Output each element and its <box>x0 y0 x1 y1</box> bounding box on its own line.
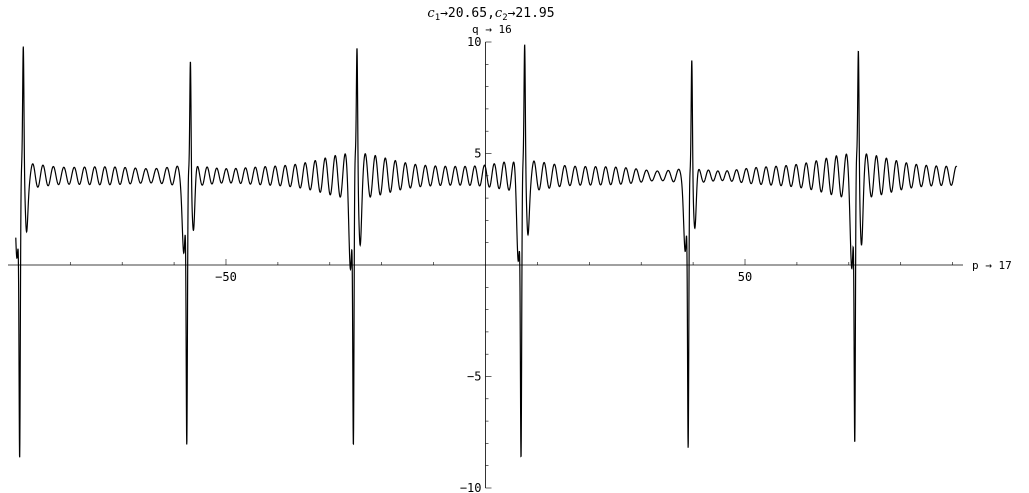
x-tick-label: 50 <box>738 270 752 284</box>
title-c1-value: →20.65, <box>440 6 495 21</box>
y-ticks: −10 −5 5 10 <box>460 35 492 493</box>
series-line <box>15 44 958 458</box>
title-c2-sub: 2 <box>502 13 507 23</box>
y-axis-label: q → 16 <box>472 23 512 36</box>
x-ticks: −50 50 <box>18 259 953 284</box>
y-tick-label: 10 <box>467 35 481 49</box>
x-tick-label: −50 <box>215 270 237 284</box>
title-c1-symbol: c <box>427 6 435 21</box>
title-c1-sub: 1 <box>435 13 440 23</box>
y-tick-label: −5 <box>467 370 481 384</box>
title-c2-symbol: c <box>495 6 503 21</box>
y-tick-label: −10 <box>460 481 482 493</box>
title-c2-value: →21.95 <box>508 6 555 21</box>
chart-title: c1→20.65,c2→21.95 <box>427 6 554 23</box>
y-tick-label: 5 <box>474 147 481 161</box>
x-axis-label: p → 17 <box>972 259 1012 272</box>
